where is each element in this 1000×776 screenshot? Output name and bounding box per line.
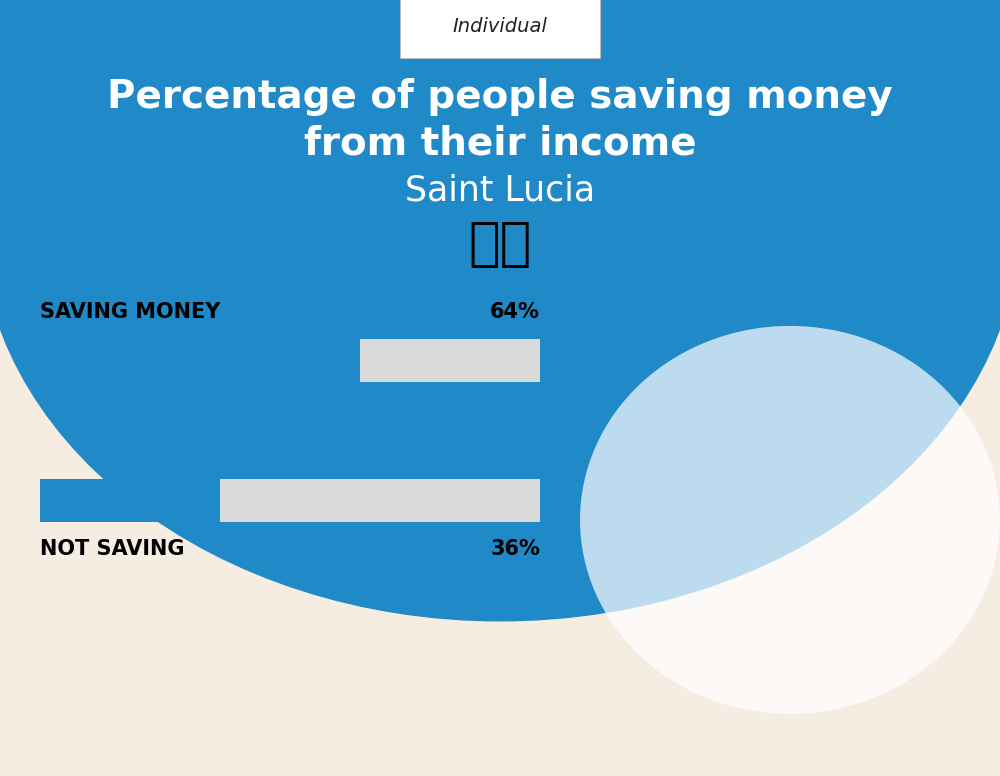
Bar: [40, 480, 220, 522]
Bar: [40, 339, 540, 382]
Text: SAVING MONEY: SAVING MONEY: [40, 303, 220, 323]
Ellipse shape: [580, 326, 1000, 714]
Text: 36%: 36%: [490, 539, 540, 559]
Circle shape: [0, 0, 1000, 621]
Text: Percentage of people saving money: Percentage of people saving money: [107, 78, 893, 116]
Text: NOT SAVING: NOT SAVING: [40, 539, 184, 559]
Text: Individual: Individual: [453, 17, 547, 36]
FancyBboxPatch shape: [400, 0, 600, 58]
Text: from their income: from their income: [304, 125, 696, 162]
Text: 🇱🇨: 🇱🇨: [468, 218, 532, 271]
Bar: [40, 339, 360, 382]
Text: Saint Lucia: Saint Lucia: [405, 173, 595, 207]
Bar: [40, 480, 540, 522]
Text: 64%: 64%: [490, 303, 540, 323]
